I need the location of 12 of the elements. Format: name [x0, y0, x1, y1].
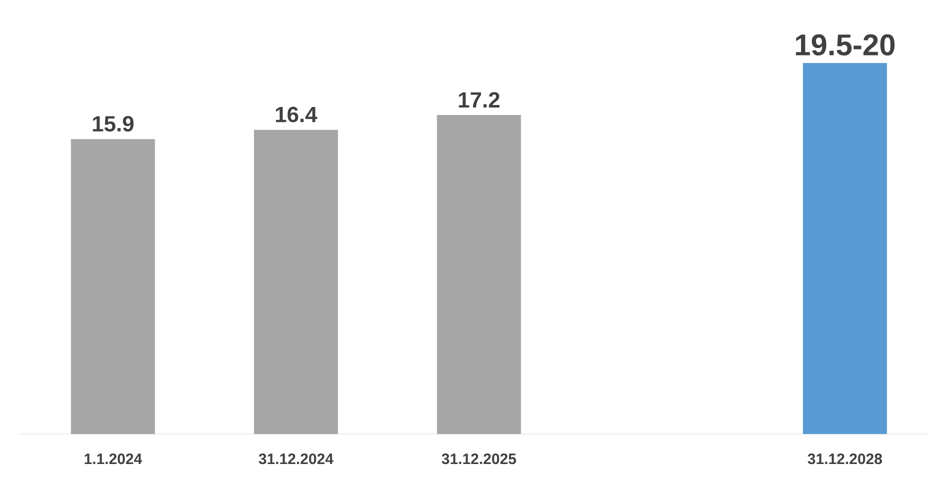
- x-tick-label: 1.1.2024: [84, 454, 142, 464]
- bar: [802, 63, 887, 434]
- bar: [70, 139, 155, 434]
- x-tick-label: 31.12.2024: [258, 454, 334, 464]
- x-tick-label: 31.12.2028: [808, 454, 882, 464]
- data-label: 17.2: [458, 92, 500, 108]
- data-label: 19.5-20: [796, 34, 895, 56]
- data-label: 16.4: [276, 106, 318, 122]
- data-label: 15.9: [92, 116, 134, 132]
- bar: [436, 114, 521, 434]
- bar: [254, 130, 338, 434]
- x-tick-label: 31.12.2025: [442, 454, 516, 464]
